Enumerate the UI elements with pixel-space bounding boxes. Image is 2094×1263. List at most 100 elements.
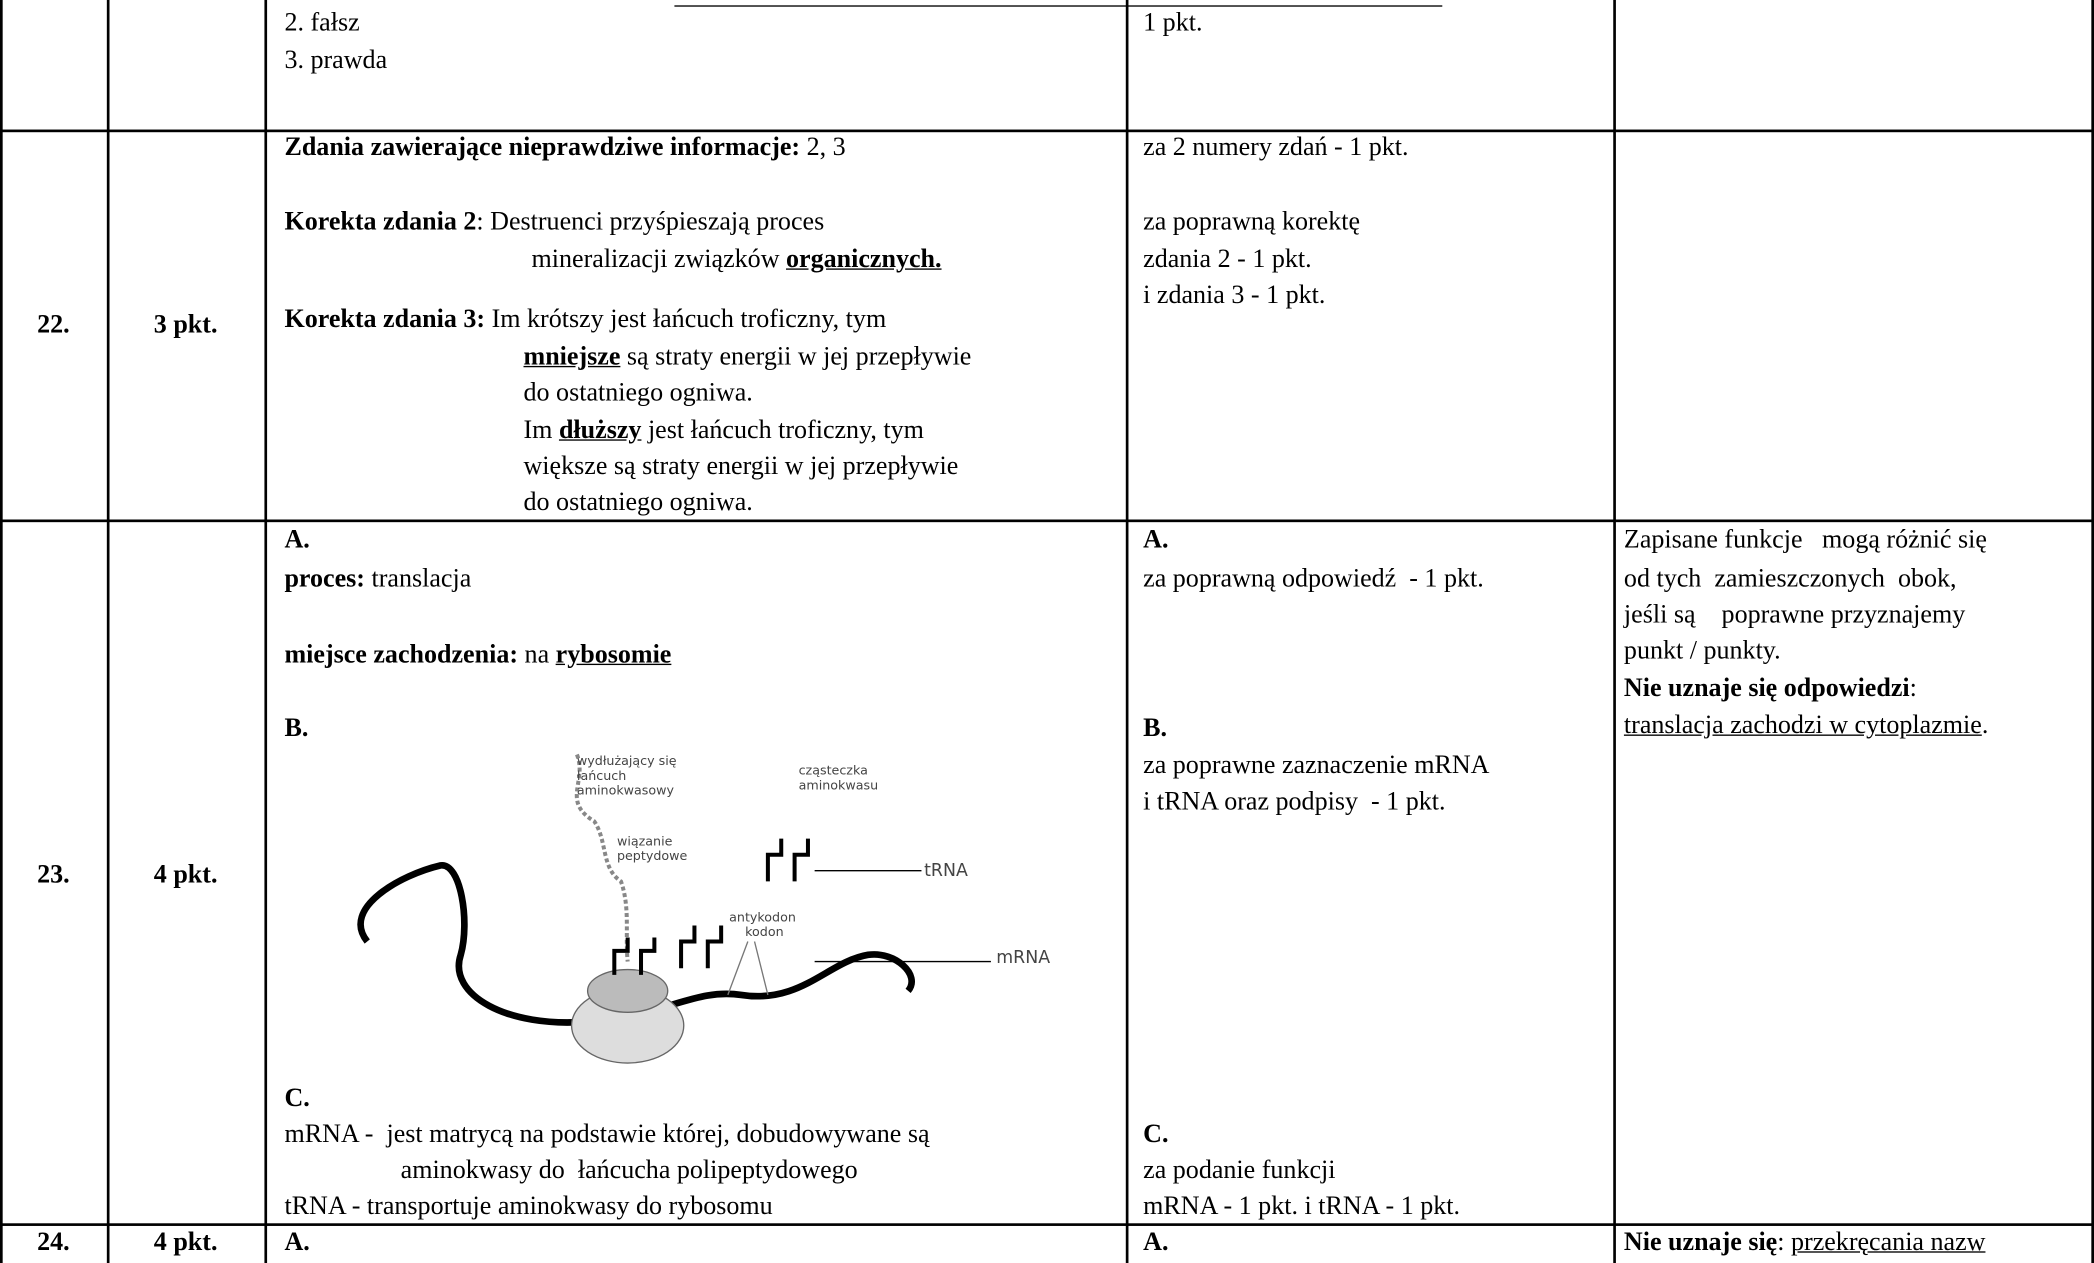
text-run: A. (1143, 1228, 1169, 1257)
text-run: B. (284, 714, 309, 743)
text-run: i zdania 3 - 1 pkt. (1143, 281, 1326, 310)
text-line: do ostatniego ogniwa. (524, 487, 753, 519)
text-run: A. (1143, 526, 1169, 555)
text-run: większe są straty energii w jej przepływ… (523, 452, 959, 481)
text-run: i tRNA oraz podpisy - 1 pkt. (1143, 787, 1446, 816)
pointer (753, 941, 769, 996)
text-run: za poprawną korektę (1143, 208, 1361, 237)
figure-label: antykodon (729, 909, 796, 924)
text-line: proces: translacja (284, 564, 471, 596)
row-border (0, 129, 2094, 132)
text-run: 4 pkt. (153, 861, 218, 890)
text-run: C. (1143, 1120, 1169, 1149)
text-line: od tych zamieszczonych obok, (1624, 564, 1957, 596)
col-border (0, 0, 3, 1263)
text-run: mRNA - 1 pkt. i tRNA - 1 pkt. (1143, 1192, 1461, 1221)
text-line: Korekta zdania 2: Destruenci przyśpiesza… (284, 207, 824, 239)
text-run: Korekta zdania 3: (284, 305, 486, 334)
text-run: Nie uznaje się (1623, 1228, 1778, 1257)
figure-label: kodon (745, 924, 783, 939)
text-line: mineralizacji związków organicznych. (532, 244, 942, 276)
text-line: 23. (37, 860, 70, 892)
figure-label: peptydowe (617, 848, 688, 863)
col-border (106, 0, 109, 1263)
text-run: dłuższy (558, 416, 642, 445)
text-run: proces: (284, 564, 365, 593)
text-run: jeśli są poprawne przyznajemy (1623, 600, 1966, 630)
text-line: do ostatniego ogniwa. (524, 378, 753, 410)
text-line: A. (284, 1227, 309, 1259)
text-run: 3. prawda (284, 46, 388, 75)
text-run: Zdania zawierające nieprawdziwe informac… (284, 133, 801, 162)
text-run: zdania 2 - 1 pkt. (1143, 245, 1312, 274)
row-border (0, 519, 2094, 522)
text-line: 1 pkt. (1143, 8, 1202, 40)
text-run: za podanie funkcji (1143, 1156, 1336, 1185)
text-run: Im krótszy jest łańcuch troficzny, tym (485, 305, 887, 334)
text-line: Zapisane funkcje mogą różnić się (1624, 525, 1987, 557)
text-run: są straty energii w jej przepływie (620, 343, 972, 372)
text-run: aminokwasy do łańcucha polipeptydowego (400, 1156, 858, 1185)
col-border (2091, 0, 2094, 1263)
text-line: mniejsze są straty energii w jej przepły… (524, 342, 972, 374)
text-line: A. (1143, 1227, 1168, 1259)
text-line: B. (1143, 713, 1167, 745)
text-line: C. (1143, 1119, 1168, 1151)
text-run: przekręcania nazw (1790, 1228, 1986, 1257)
text-line: B. (284, 713, 308, 745)
trna-shapes (612, 838, 810, 975)
text-line: za poprawną odpowiedź - 1 pkt. (1143, 564, 1484, 596)
text-line: za 2 numery zdań - 1 pkt. (1143, 132, 1408, 164)
text-run: translacja (364, 564, 472, 593)
text-line: translacja zachodzi w cytoplazmie. (1624, 710, 1988, 742)
text-run: 2, 3 (800, 133, 846, 162)
text-run: Korekta zdania 2 (284, 208, 477, 237)
text-run: translacja zachodzi w cytoplazmie (1623, 711, 1982, 740)
text-line: Nie uznaje się odpowiedzi: (1624, 673, 1917, 705)
text-line: 22. (37, 310, 70, 342)
text-run: : (1777, 1228, 1791, 1257)
text-line: punkt / punkty. (1624, 636, 1781, 668)
text-run: organicznych. (786, 245, 942, 274)
text-run: 23. (37, 861, 70, 890)
text-line: za podanie funkcji (1143, 1155, 1335, 1187)
text-run: rybosomie (555, 641, 672, 670)
figure-label: wiązanie (617, 833, 673, 848)
ribosome (586, 968, 669, 1013)
text-run: 2. fałsz (284, 9, 360, 38)
text-line: aminokwasy do łańcucha polipeptydowego (401, 1155, 858, 1187)
col-border (1613, 0, 1616, 1263)
text-run: 24. (37, 1228, 70, 1257)
text-run: 22. (37, 311, 70, 340)
figure-label: łańcuch (577, 768, 626, 783)
text-line: za poprawną korektę (1143, 207, 1360, 239)
text-run: 1 pkt. (1143, 9, 1203, 38)
text-run: mRNA - jest matrycą na podstawie której,… (284, 1120, 930, 1149)
text-line: zdania 2 - 1 pkt. (1143, 244, 1311, 276)
text-run: jest łańcuch troficzny, tym (641, 416, 924, 445)
text-run: A. (284, 526, 310, 555)
text-line: mRNA - jest matrycą na podstawie której,… (284, 1119, 929, 1151)
text-line: 4 pkt. (154, 1227, 218, 1259)
text-line: 3 pkt. (154, 310, 218, 342)
amino-chain (574, 753, 630, 962)
text-run: mineralizacji związków (531, 245, 787, 274)
text-run: na (518, 641, 556, 670)
text-run: tRNA - transportuje aminokwasy do ryboso… (284, 1192, 773, 1221)
text-line: Korekta zdania 3: Im krótszy jest łańcuc… (284, 304, 886, 336)
row-border (0, 1223, 2094, 1226)
figure-label: cząsteczka (799, 763, 868, 778)
text-line: Zdania zawierające nieprawdziwe informac… (284, 132, 845, 164)
text-run: punkt / punkty. (1623, 637, 1781, 666)
text-line: Im dłuższy jest łańcuch troficzny, tym (524, 415, 924, 447)
text-run: za 2 numery zdań - 1 pkt. (1143, 133, 1409, 162)
text-run: mniejsze (523, 343, 621, 372)
text-run: : Destruenci przyśpieszają proces (476, 208, 825, 237)
text-line: i tRNA oraz podpisy - 1 pkt. (1143, 787, 1445, 819)
text-line: i zdania 3 - 1 pkt. (1143, 280, 1325, 312)
text-run: : (1909, 674, 1917, 703)
text-run: 4 pkt. (153, 1228, 218, 1257)
text-run: od tych zamieszczonych obok, (1623, 564, 1957, 593)
